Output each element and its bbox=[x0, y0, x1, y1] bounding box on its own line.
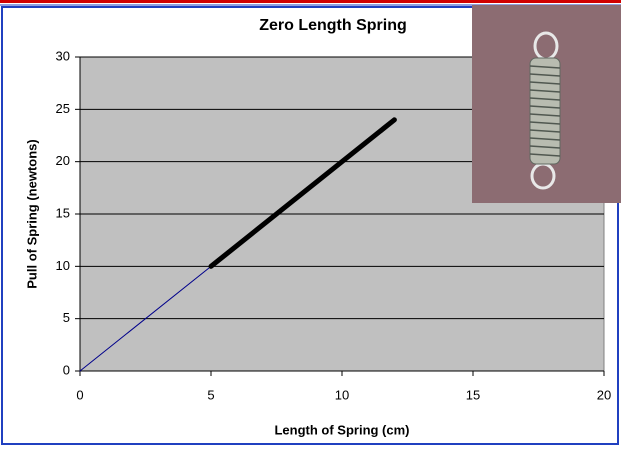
y-tick-label: 20 bbox=[56, 153, 70, 168]
y-tick-label: 5 bbox=[63, 310, 70, 325]
x-axis-label: Length of Spring (cm) bbox=[274, 422, 409, 437]
chart-frame bbox=[1, 6, 619, 445]
y-tick-label: 30 bbox=[56, 48, 70, 63]
spring-coil bbox=[529, 57, 561, 165]
chart-title: Zero Length Spring bbox=[259, 17, 407, 34]
x-tick-label: 0 bbox=[76, 387, 83, 402]
x-tick-label: 20 bbox=[597, 387, 611, 402]
spring-photo bbox=[472, 5, 621, 203]
y-axis-label: Pull of Spring (newtons) bbox=[24, 139, 39, 289]
y-tick-label: 0 bbox=[63, 362, 70, 377]
x-tick-label: 10 bbox=[335, 387, 349, 402]
y-tick-label: 10 bbox=[56, 258, 70, 273]
x-tick-label: 15 bbox=[466, 387, 480, 402]
series-line bbox=[79, 265, 212, 372]
y-tick-label: 15 bbox=[56, 205, 70, 220]
y-tick-label: 25 bbox=[56, 101, 70, 116]
spring-turns bbox=[529, 65, 561, 157]
x-tick-label: 5 bbox=[207, 387, 214, 402]
series-line bbox=[208, 117, 397, 269]
chart-layer: 0 5 10 15 20 25 30 0 5 10 15 20 bbox=[56, 48, 612, 402]
